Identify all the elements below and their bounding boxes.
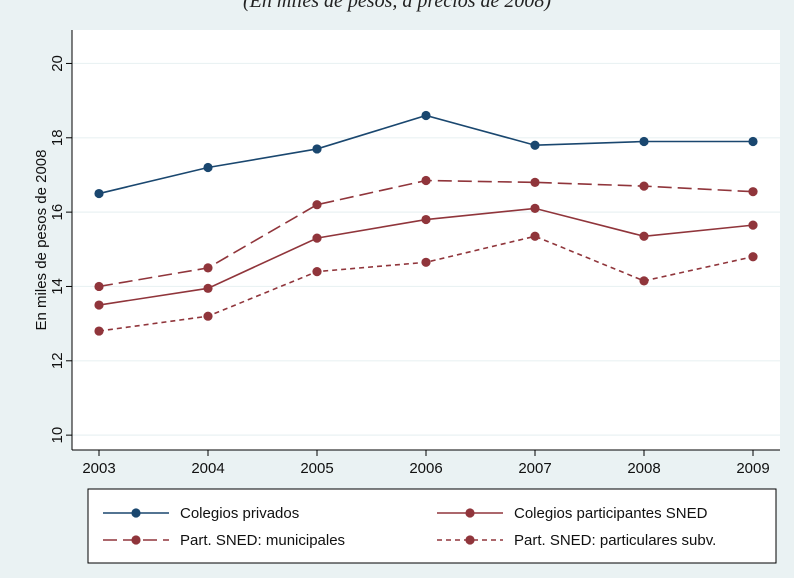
x-tick-label: 2003 — [82, 460, 115, 477]
x-tick-label: 2005 — [300, 460, 333, 477]
legend-marker — [131, 508, 141, 518]
y-tick-label: 12 — [49, 352, 66, 369]
data-point — [203, 162, 213, 173]
data-point — [94, 188, 104, 199]
data-point — [530, 203, 540, 214]
data-point — [203, 311, 213, 321]
legend-item: Part. SNED: municipales — [103, 532, 345, 549]
legend-marker — [465, 508, 475, 518]
data-point — [203, 283, 213, 293]
y-tick-label: 16 — [49, 204, 66, 221]
legend-marker — [131, 535, 141, 545]
data-point — [421, 257, 431, 267]
data-point — [530, 140, 540, 150]
data-point — [530, 177, 540, 187]
y-tick-label: 14 — [49, 278, 66, 295]
y-axis-title: En miles de pesos de 2008 — [33, 150, 50, 331]
series-group — [94, 110, 758, 336]
data-point — [639, 136, 649, 147]
y-tick-label: 10 — [49, 427, 66, 444]
legend-marker — [465, 535, 475, 545]
legend-label: Part. SNED: municipales — [180, 532, 345, 549]
data-point — [94, 281, 104, 292]
data-point — [94, 300, 104, 310]
data-point — [748, 187, 758, 197]
data-point — [421, 214, 431, 225]
x-tick-label: 2006 — [409, 460, 442, 477]
series-2 — [94, 203, 758, 310]
legend-item: Colegios privados — [103, 505, 299, 522]
legend-label: Colegios participantes SNED — [514, 505, 708, 522]
y-tick-label: 20 — [49, 55, 66, 72]
data-point — [312, 200, 322, 210]
y-tick-label: 18 — [49, 129, 66, 146]
data-point — [312, 144, 322, 154]
data-point — [639, 231, 649, 241]
legend-box — [87, 488, 777, 564]
legend: Colegios privados Colegios participantes … — [87, 488, 777, 564]
data-point — [530, 231, 540, 241]
series-1 — [94, 110, 758, 199]
x-tick-label: 2004 — [191, 460, 224, 477]
series-4 — [94, 231, 758, 336]
series-3 — [94, 175, 758, 292]
data-point — [94, 326, 104, 336]
legend-label: Part. SNED: particulares subv. — [514, 532, 716, 549]
data-point — [421, 110, 431, 121]
data-point — [203, 263, 213, 273]
x-tick-label: 2007 — [518, 460, 551, 477]
axes — [66, 30, 780, 456]
data-point — [421, 175, 431, 186]
plot-area — [72, 30, 780, 450]
data-point — [639, 181, 649, 191]
gridlines — [72, 62, 780, 436]
chart-subtitle: (En miles de pesos, a precios de 2008) — [242, 0, 552, 12]
legend-item: Part. SNED: particulares subv. — [437, 532, 716, 549]
data-point — [312, 233, 322, 243]
data-point — [748, 136, 758, 147]
data-point — [639, 276, 649, 286]
legend-item: Colegios participantes SNED — [437, 505, 708, 522]
data-point — [312, 266, 322, 277]
data-point — [748, 220, 758, 230]
x-tick-labels: 2003 2004 2005 2006 2007 2008 2009 — [82, 460, 769, 477]
data-point — [748, 252, 758, 262]
x-tick-label: 2009 — [736, 460, 769, 477]
legend-label: Colegios privados — [180, 505, 299, 522]
x-tick-label: 2008 — [627, 460, 660, 477]
y-tick-labels: 10 12 14 16 18 20 — [49, 55, 66, 443]
